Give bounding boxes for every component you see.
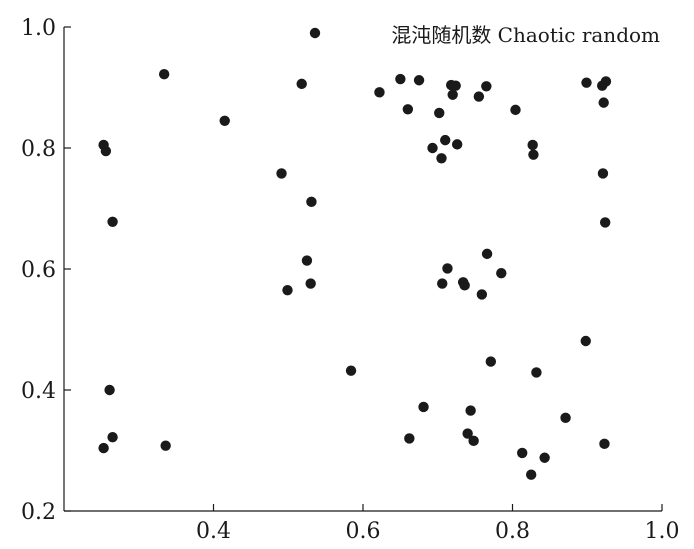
legend-label: 混沌随机数 Chaotic random — [391, 23, 660, 47]
x-tick-label: 0.4 — [196, 519, 231, 544]
data-point — [282, 284, 293, 296]
x-tick-label: 0.6 — [346, 519, 381, 544]
data-point — [539, 452, 550, 463]
data-point — [306, 196, 317, 208]
data-point — [525, 469, 537, 480]
data-point — [481, 248, 493, 260]
data-point — [442, 263, 453, 274]
data-point — [100, 145, 112, 157]
data-point — [440, 134, 451, 146]
data-point — [510, 104, 521, 116]
data-point — [434, 107, 445, 119]
data-point — [436, 153, 447, 164]
data-point — [301, 255, 313, 266]
data-point — [418, 401, 429, 413]
data-point — [276, 168, 287, 179]
data-point — [107, 216, 118, 228]
data-point — [107, 431, 118, 443]
data-point — [476, 289, 488, 300]
x-tick-label: 0.8 — [495, 519, 530, 544]
data-point — [374, 87, 385, 98]
data-points — [98, 68, 612, 480]
y-tick-label: 0.4 — [21, 379, 56, 404]
data-point — [296, 78, 307, 90]
data-point — [451, 139, 463, 150]
data-point — [413, 75, 425, 86]
data-point — [158, 68, 170, 80]
axes — [63, 27, 662, 512]
legend-marker — [309, 27, 321, 39]
data-point — [305, 278, 316, 289]
data-point — [104, 384, 115, 396]
data-point — [560, 412, 571, 424]
y-tick-label: 0.8 — [21, 137, 56, 162]
data-point — [468, 435, 479, 447]
data-point — [402, 104, 414, 115]
x-tick-label: 1.0 — [645, 519, 680, 544]
data-point — [528, 149, 539, 160]
data-point — [450, 80, 461, 91]
data-point — [160, 440, 171, 451]
y-tick-label: 0.2 — [21, 500, 56, 525]
data-point — [427, 142, 438, 154]
data-point — [517, 447, 528, 459]
data-point — [395, 73, 406, 85]
data-point — [437, 278, 448, 289]
data-point — [496, 268, 507, 279]
data-point — [447, 89, 458, 100]
data-point — [98, 442, 109, 454]
data-point — [473, 91, 485, 102]
data-point — [465, 405, 476, 416]
y-tick-label: 0.6 — [21, 258, 56, 283]
data-point — [600, 76, 612, 87]
data-point — [599, 438, 610, 450]
legend: 混沌随机数 Chaotic random — [309, 23, 660, 47]
data-point — [404, 433, 415, 444]
data-point — [345, 365, 357, 376]
data-point — [527, 139, 538, 151]
x-axis-ticks: 0.4 0.6 0.8 1.0 — [196, 504, 680, 544]
y-axis-ticks: 0.2 0.4 0.6 0.8 1.0 — [21, 16, 71, 525]
data-point — [459, 280, 470, 291]
data-point — [531, 367, 542, 378]
data-point — [597, 168, 609, 179]
data-point — [462, 428, 473, 439]
data-point — [481, 81, 492, 92]
data-point — [485, 356, 497, 367]
y-tick-label: 1.0 — [21, 16, 56, 41]
data-point — [219, 115, 230, 126]
data-point — [599, 217, 611, 228]
data-point — [581, 77, 592, 88]
data-point — [580, 335, 591, 347]
data-point — [598, 97, 609, 108]
